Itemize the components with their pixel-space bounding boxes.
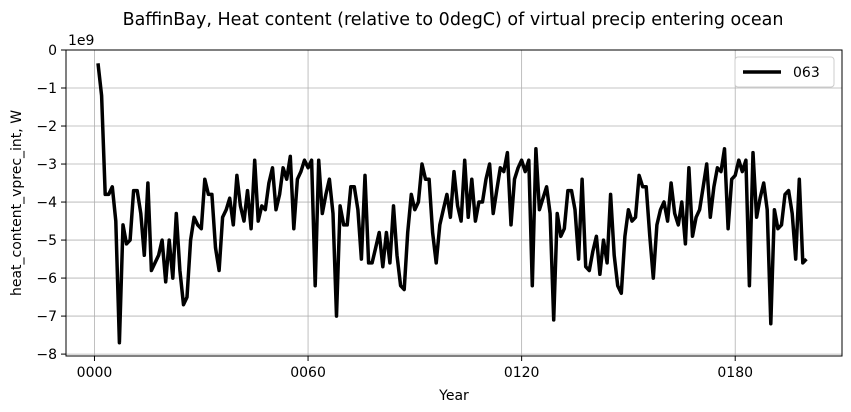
legend: 063: [734, 56, 835, 88]
y-tick-label: −5: [36, 233, 57, 249]
y-tick-label: −8: [36, 347, 57, 363]
y-tick-label: −4: [36, 195, 57, 211]
legend-box: [734, 56, 835, 88]
x-tick-label: 0180: [717, 365, 753, 381]
y-tick-label: 0: [48, 43, 57, 59]
axis-ticks: 0 −1 −2 −3 −4 −5 −6 −7 −8 0000 0060 0120 0180: [36, 43, 753, 381]
x-axis-label: Year: [438, 388, 469, 404]
x-tick-label: 0060: [290, 365, 326, 381]
y-tick-label: −7: [36, 309, 57, 325]
y-tick-label: −2: [36, 119, 57, 135]
y-tick-label: −6: [36, 271, 57, 287]
plot-frame: [65, 49, 843, 357]
grid-lines: [66, 49, 842, 356]
y-tick-label: −1: [36, 81, 57, 97]
y-axis-label: heat_content_vprec_int, W: [9, 110, 25, 296]
y-offset-label: 1e9: [68, 33, 94, 49]
legend-label-063: 063: [793, 65, 820, 81]
x-tick-label: 0120: [504, 365, 540, 381]
y-tick-label: −3: [36, 157, 57, 173]
chart-title: BaffinBay, Heat content (relative to 0de…: [123, 10, 784, 30]
series-line-063: [96, 63, 808, 345]
x-tick-label: 0000: [77, 365, 113, 381]
